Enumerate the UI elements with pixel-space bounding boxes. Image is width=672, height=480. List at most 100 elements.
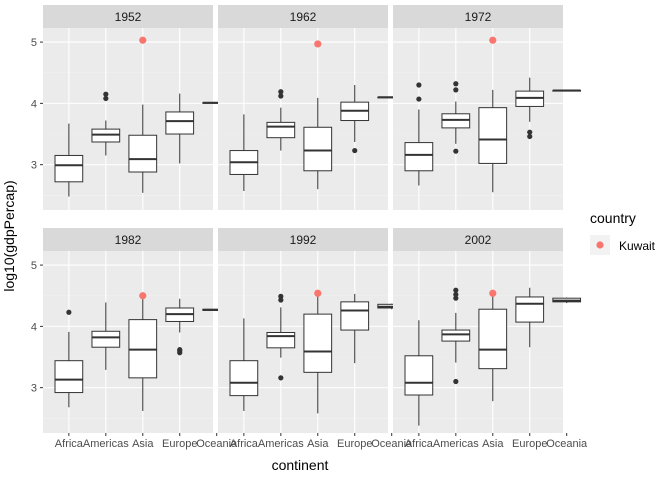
facet-panel-1982: 1982 [43, 228, 232, 433]
box-europe [165, 93, 195, 164]
x-tick-label: Oceania [196, 438, 238, 450]
outlier-point [453, 148, 459, 154]
box-asia [128, 104, 158, 193]
box-africa [54, 309, 84, 408]
box-body [478, 308, 508, 370]
outlier-point [527, 133, 533, 140]
box-europe [515, 287, 545, 348]
box-americas [441, 81, 471, 154]
box-europe [515, 77, 545, 140]
legend: country Kuwait [590, 210, 656, 255]
box-oceania [552, 89, 582, 92]
highlight-point-kuwait [314, 40, 322, 48]
y-axis-title: log10(gdpPercap) [1, 180, 17, 291]
box-americas [441, 287, 471, 385]
facet-panels: 1952 1962 1972 1982 1992 2002 [43, 5, 582, 433]
box-body [229, 360, 259, 397]
outlier-point [453, 81, 459, 87]
outlier-point [103, 95, 109, 102]
x-tick-label: Asia [307, 438, 329, 450]
outlier-point [453, 87, 459, 93]
highlight-point-kuwait [139, 36, 147, 44]
facet-strip-1982 [43, 228, 213, 251]
outlier-point [352, 147, 358, 154]
box-body [54, 360, 84, 394]
outlier-point [416, 96, 422, 102]
outlier-point [278, 89, 284, 95]
outlier-point [453, 295, 459, 301]
box-americas [91, 91, 121, 156]
y-tick-label: 4 [31, 321, 37, 333]
y-axes: 3 4 5 3 4 5 [31, 37, 43, 395]
x-axis-title: continent [272, 457, 329, 473]
box-africa [404, 320, 434, 426]
facet-panel-2002: 2002 [393, 228, 582, 433]
outlier-point [416, 82, 422, 88]
box-europe [340, 293, 370, 364]
box-africa [54, 123, 84, 197]
box-body [128, 134, 158, 173]
facet-strip-1972 [393, 5, 563, 28]
y-tick-label: 5 [31, 260, 37, 272]
outlier-point [278, 297, 284, 303]
outlier-point [453, 287, 459, 293]
outlier-point [66, 309, 72, 315]
x-tick-label: Oceania [546, 438, 588, 450]
x-tick-label: Africa [230, 438, 259, 450]
box-oceania [552, 297, 582, 304]
legend-key-dot [596, 241, 604, 249]
highlight-point-kuwait [139, 292, 147, 300]
facet-strip-label: 1982 [115, 233, 142, 247]
box-body [404, 355, 434, 396]
box-body [266, 121, 296, 139]
facet-strip-2002 [393, 228, 563, 251]
outlier-point [103, 91, 109, 97]
box-asia [478, 89, 508, 193]
highlight-point-kuwait [314, 289, 322, 297]
box-asia [303, 292, 333, 414]
outlier-point [453, 291, 459, 298]
facet-strip-label: 2002 [465, 233, 492, 247]
box-body [91, 330, 121, 348]
highlight-point-kuwait [489, 36, 497, 44]
facet-strip-label: 1962 [290, 10, 317, 24]
box-body [441, 329, 471, 342]
box-body [165, 111, 195, 135]
box-body [303, 313, 333, 373]
facet-strip-label: 1952 [115, 10, 142, 24]
box-americas [266, 89, 296, 151]
outlier-point [278, 93, 284, 99]
box-europe [340, 84, 370, 154]
box-africa [229, 318, 259, 411]
box-body [515, 296, 545, 323]
y-tick-label: 3 [31, 160, 37, 172]
y-tick-label: 3 [31, 383, 37, 395]
facet-panel-1972: 1972 [393, 5, 582, 210]
box-americas [266, 293, 296, 381]
box-africa [229, 114, 259, 192]
x-tick-label: Europe [162, 438, 197, 450]
x-tick-label: Americas [258, 438, 304, 450]
panel-background [43, 251, 213, 433]
box-asia [478, 292, 508, 402]
x-tick-label: Americas [433, 438, 479, 450]
y-tick-label: 4 [31, 98, 37, 110]
box-body [340, 301, 370, 331]
outlier-point [278, 293, 284, 299]
y-tick-label: 5 [31, 37, 37, 49]
x-tick-label: Africa [55, 438, 84, 450]
legend-label-kuwait: Kuwait [619, 239, 656, 253]
facet-strip-label: 1992 [290, 233, 317, 247]
panel-background [393, 28, 563, 210]
facet-panel-1992: 1992 [218, 228, 407, 433]
legend-title: country [590, 210, 636, 226]
x-tick-label: Oceania [371, 438, 413, 450]
box-body [404, 142, 434, 172]
facet-strip-1952 [43, 5, 213, 28]
x-tick-label: Europe [512, 438, 547, 450]
facet-strip-1992 [218, 228, 388, 251]
facet-panel-1952: 1952 [43, 5, 232, 210]
outlier-point [527, 129, 533, 135]
